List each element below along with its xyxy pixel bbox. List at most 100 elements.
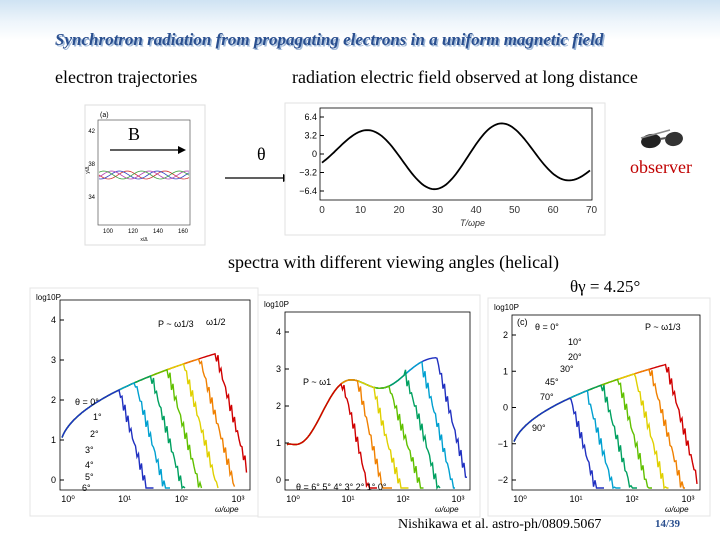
traj-y-tick: 42 xyxy=(88,129,95,135)
spectrum-annotation: θ = 0° xyxy=(535,322,559,332)
traj-y-tick: 34 xyxy=(88,195,95,201)
field-x-tick: 70 xyxy=(586,205,598,216)
trajectory-axes xyxy=(97,119,191,226)
field-x-tick: 0 xyxy=(319,205,325,216)
field-x-tick: 20 xyxy=(393,205,405,216)
spectrum-annotation: 10° xyxy=(568,337,582,347)
spectrum-axes xyxy=(284,311,471,491)
spectrum-curve xyxy=(61,388,154,489)
label-field: radiation electric field observed at lon… xyxy=(292,67,638,87)
spectrum-y-tick: 0 xyxy=(276,475,281,485)
spectrum-annotation: 3° xyxy=(85,445,94,455)
spectrum-y-tick: 4 xyxy=(51,315,56,325)
spectrum-panel: log10P ω/ωpe 2 1 0 −1 −2 10⁰ 10¹ 10² 10³ (c) θ = 0° P… xyxy=(487,297,711,517)
traj-x-tick: 120 xyxy=(128,229,139,235)
spectrum-annotation: 45° xyxy=(545,377,559,387)
field-x-tick: 50 xyxy=(509,205,521,216)
spectrum-axes xyxy=(59,299,251,491)
traj-panel-label: (a) xyxy=(100,112,109,119)
spectrum-x-label: ω/ωpe xyxy=(215,505,239,514)
traj-x-tick: 160 xyxy=(178,229,189,235)
traj-y-label: y/Δ xyxy=(85,166,91,174)
spectrum-frame xyxy=(487,297,711,517)
spectrum-y-tick: 3 xyxy=(276,364,281,374)
spectrum-x-tick: 10² xyxy=(175,494,188,504)
spectrum-annotation: 90° xyxy=(532,423,546,433)
spectrum-annotation: P ~ ω1 xyxy=(303,377,331,387)
field-x-tick: 30 xyxy=(432,205,444,216)
spectrum-y-tick: 1 xyxy=(51,435,56,445)
spectrum-annotation: ω1/2 xyxy=(206,317,226,327)
trajectory-line xyxy=(98,170,190,180)
citation: Nishikawa et al. astro-ph/0809.5067 xyxy=(398,517,601,532)
spectrum-x-tick: 10¹ xyxy=(569,494,582,504)
traj-y-tick: 38 xyxy=(88,162,95,168)
field-x-label: T/ωpe xyxy=(460,218,485,228)
spectrum-y-tick: 0 xyxy=(51,475,56,485)
spectrum-panel: log10P ω/ωpe 4 3 2 1 0 10⁰ 10¹ 10² 10³ P ~ ω1/3 ω1/2… xyxy=(29,287,259,517)
field-x-tick: 40 xyxy=(470,205,482,216)
trajectory-frame xyxy=(84,104,206,246)
spectrum-curve xyxy=(513,397,604,489)
spectrum-annotation: P ~ ω1/3 xyxy=(158,319,194,329)
field-x-tick: 60 xyxy=(547,205,559,216)
field-frame xyxy=(284,102,606,236)
spectrum-frame xyxy=(257,294,481,518)
spectrum-y-tick: 2 xyxy=(276,401,281,411)
spectra-label: spectra with different viewing angles (h… xyxy=(228,252,559,273)
traj-x-tick: 140 xyxy=(153,229,164,235)
b-arrowhead xyxy=(178,146,186,154)
spectrum-x-tick: 10¹ xyxy=(118,494,131,504)
spectrum-x-tick: 10⁰ xyxy=(61,494,75,504)
spectrum-x-tick: 10⁰ xyxy=(513,494,527,504)
spectrum-annotation: 70° xyxy=(540,392,554,402)
spectrum-annotation: (c) xyxy=(517,317,528,327)
traj-x-label: x/Δ xyxy=(140,237,148,243)
trajectory-line xyxy=(98,170,190,180)
spectrum-x-tick: 10⁰ xyxy=(286,494,300,504)
field-y-tick: −3.2 xyxy=(299,168,317,178)
spectrum-y-tick: 0 xyxy=(503,403,508,413)
spectrum-y-label: log10P xyxy=(36,293,61,302)
title-shadow: Synchrotron radiation from propagating e… xyxy=(57,32,606,51)
page-number: 14/39 xyxy=(655,518,681,530)
spectrum-axes xyxy=(511,314,701,491)
title: Synchrotron radiation from propagating e… xyxy=(55,30,604,49)
spectrum-y-tick: −2 xyxy=(498,475,508,485)
trajectory-curves: (a) 42 38 34 100 120 140 160 y/Δ x/Δ xyxy=(85,112,190,243)
field-y-tick: 3.2 xyxy=(304,131,317,141)
spectrum-annotation: 1° xyxy=(93,412,102,422)
spectrum-x-label: ω/ωpe xyxy=(665,505,689,514)
field-y-tick: −6.4 xyxy=(299,186,317,196)
spectrum-panel: log10P ω/ωpe 4 3 2 1 0 10⁰ 10¹ 10² 10³ P ~ ω1 θ = 6°… xyxy=(257,294,481,518)
spectrum-x-tick: 10¹ xyxy=(341,494,354,504)
spectrum-annotation: θ = 0° xyxy=(75,397,99,407)
field-y-tick: 6.4 xyxy=(304,112,317,122)
spectrum-y-tick: 2 xyxy=(51,395,56,405)
spectrum-x-label: ω/ωpe xyxy=(435,505,459,514)
traj-x-tick: 100 xyxy=(103,229,114,235)
field-x-tick: 10 xyxy=(355,205,367,216)
spectrum-y-label: log10P xyxy=(264,300,289,309)
spectrum-annotation: 4° xyxy=(85,460,94,470)
field-waveform xyxy=(321,122,591,191)
b-field-label: B xyxy=(128,124,140,144)
trajectory-line xyxy=(98,170,190,180)
spectrum-y-tick: 3 xyxy=(51,355,56,365)
spectrum-annotation: 2° xyxy=(90,429,99,439)
spectrum-y-tick: 4 xyxy=(276,327,281,337)
theta-label: θ xyxy=(257,144,266,164)
theta-gamma-label: θγ = 4.25° xyxy=(570,277,640,296)
spectrum-x-tick: 10² xyxy=(396,494,409,504)
spectrum-x-tick: 10³ xyxy=(231,494,244,504)
trajectory-line xyxy=(98,170,190,180)
glasses-icon xyxy=(640,129,683,149)
spectrum-annotation: 5° xyxy=(85,472,94,482)
field-ticks: 6.43.20−3.2−6.40 10 20 30 40 50 60 70T/ωpe xyxy=(299,112,597,228)
observer-label: observer xyxy=(630,157,692,177)
spectrum-y-tick: −1 xyxy=(498,439,508,449)
spectrum-curve xyxy=(286,382,377,489)
spectrum-annotation: 30° xyxy=(560,364,574,374)
